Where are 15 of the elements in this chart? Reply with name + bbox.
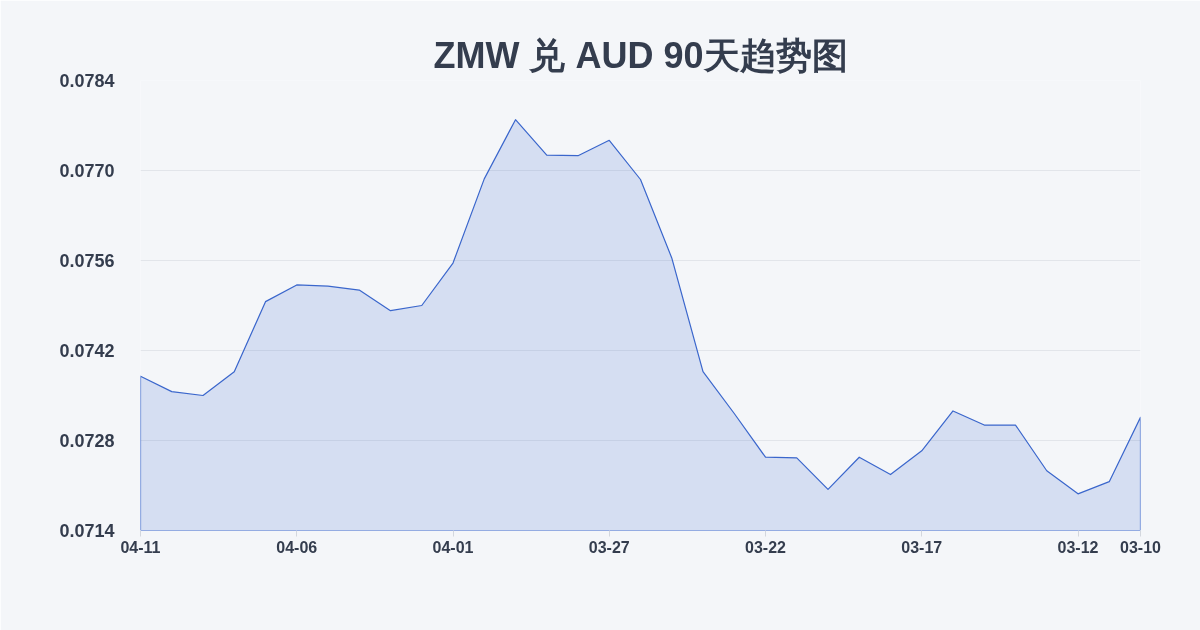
- x-tick-label: 03-10: [1120, 538, 1162, 556]
- x-tick-label: 04-01: [432, 538, 474, 556]
- x-tick-label: 03-22: [745, 538, 787, 556]
- chart-title: ZMW 兑 AUD 90天趋势图: [433, 34, 848, 76]
- y-tick-label: 0.0756: [59, 251, 115, 271]
- y-tick-label: 0.0728: [59, 431, 115, 451]
- x-tick-label: 03-17: [901, 538, 943, 556]
- y-tick-label: 0.0784: [59, 71, 115, 91]
- x-tick-label: 03-12: [1057, 538, 1099, 556]
- y-tick-label: 0.0742: [59, 341, 115, 361]
- x-tick-label: 04-11: [120, 538, 161, 556]
- x-tick-label: 04-06: [276, 538, 318, 556]
- y-tick-label: 0.0714: [59, 521, 115, 541]
- x-tick-label: 03-27: [588, 538, 630, 556]
- y-tick-label: 0.0770: [59, 161, 115, 181]
